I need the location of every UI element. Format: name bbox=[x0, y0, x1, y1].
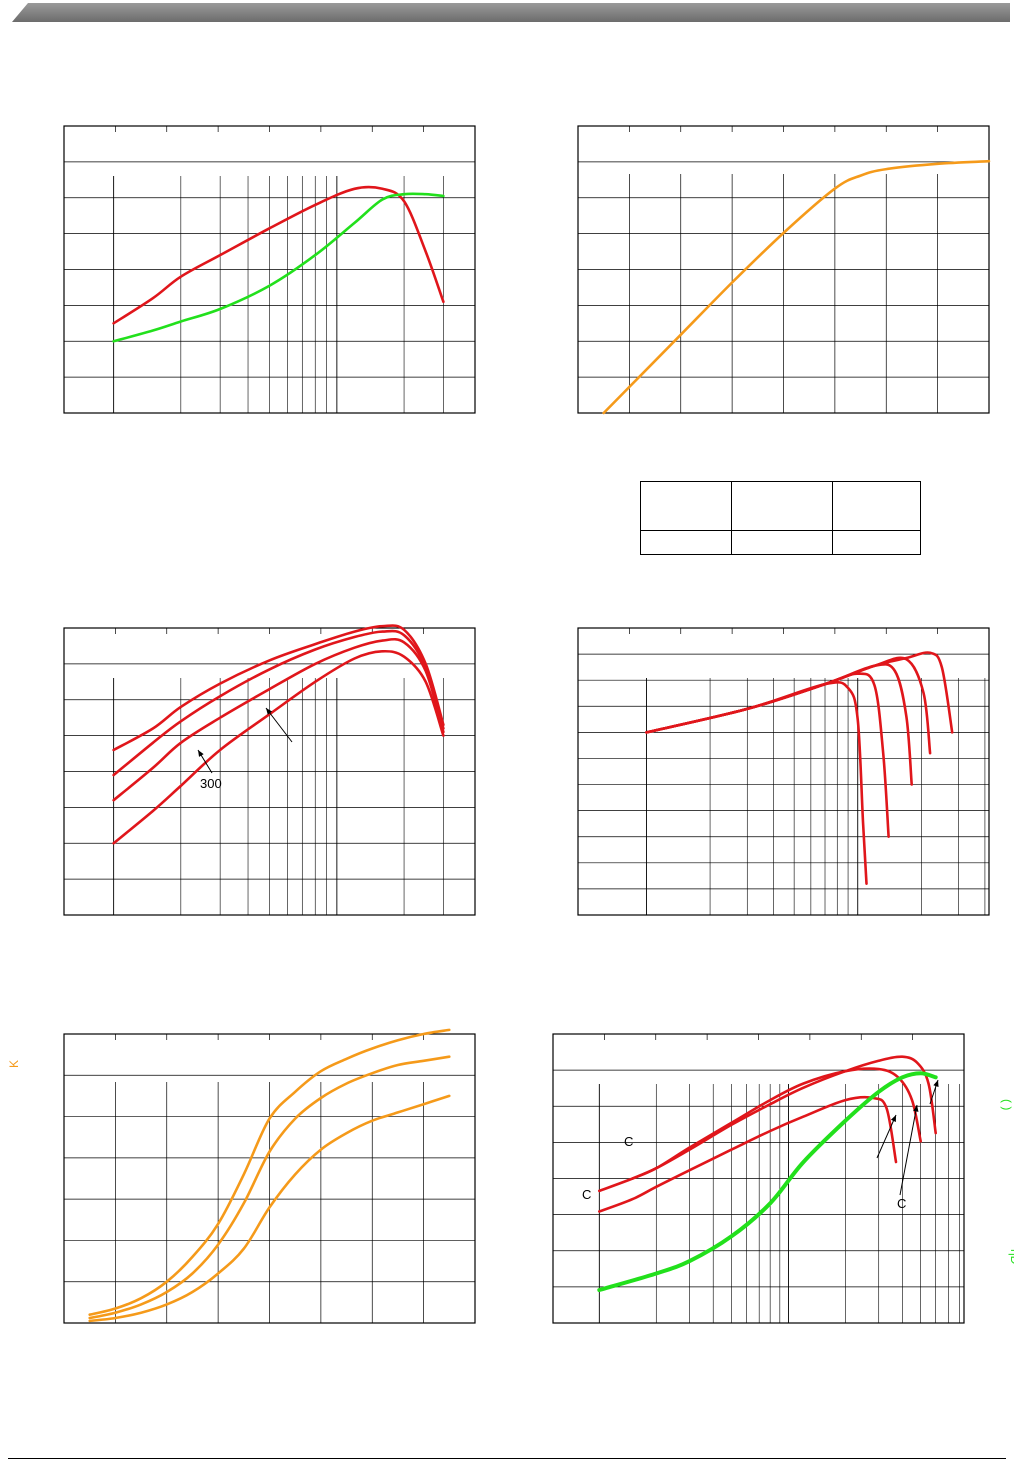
series-line-2 bbox=[645, 672, 890, 838]
table-cell bbox=[832, 481, 921, 531]
chart-panel-1 bbox=[63, 125, 476, 414]
arrow-head bbox=[913, 1105, 919, 1112]
chart-panel-3: 300 bbox=[63, 624, 476, 916]
grid bbox=[578, 628, 989, 915]
grid bbox=[64, 1034, 475, 1323]
annotation-label: C bbox=[624, 1134, 633, 1149]
series-line-3 bbox=[88, 1094, 451, 1323]
series-line-4 bbox=[112, 649, 445, 845]
series-line-1 bbox=[112, 624, 445, 752]
grid bbox=[578, 126, 989, 413]
grid bbox=[64, 126, 475, 413]
table-row bbox=[640, 530, 921, 555]
side-label-k: K bbox=[7, 1060, 21, 1068]
annotation-arrows bbox=[197, 707, 939, 1196]
series-line-2 bbox=[112, 192, 445, 343]
arrow-head bbox=[198, 750, 204, 757]
table-cell bbox=[640, 481, 732, 531]
series-line-2 bbox=[598, 1067, 922, 1193]
series-line-5 bbox=[645, 651, 954, 734]
series-line-2 bbox=[88, 1055, 451, 1320]
table-cell bbox=[731, 481, 833, 531]
arrow-head bbox=[890, 1115, 896, 1122]
table-cell bbox=[731, 530, 833, 555]
arrow-head bbox=[933, 1080, 939, 1087]
info-table bbox=[640, 481, 921, 555]
table-cell bbox=[640, 530, 732, 555]
footer-rule bbox=[8, 1458, 1006, 1459]
series-line-1 bbox=[631, 1055, 937, 1180]
chart-panel-4 bbox=[577, 627, 990, 916]
chart-panel-5 bbox=[63, 1028, 476, 1324]
header-bar-shape bbox=[12, 3, 1010, 22]
series-line-3 bbox=[598, 1095, 898, 1213]
series-line-1 bbox=[88, 1028, 451, 1316]
arrow-head bbox=[266, 708, 273, 715]
arrow-line bbox=[876, 1114, 897, 1159]
annotation-label: C bbox=[897, 1196, 906, 1211]
header-bar bbox=[0, 0, 1014, 24]
series-line-1 bbox=[602, 159, 991, 415]
annotation-label: 300 bbox=[200, 776, 222, 791]
series-line-2 bbox=[112, 629, 445, 777]
series-line-4 bbox=[645, 656, 932, 755]
chart-panel-6: C C C bbox=[552, 1033, 965, 1324]
grid bbox=[64, 628, 475, 915]
annotation-label: C bbox=[582, 1187, 591, 1202]
series-line-4 bbox=[597, 1071, 938, 1292]
side-labels: K ( ) ηD bbox=[7, 1060, 1014, 1265]
chart-panel-2 bbox=[577, 125, 991, 415]
arrow-line bbox=[265, 707, 293, 743]
side-label-paren: ( ) bbox=[1000, 1099, 1014, 1110]
series-line-3 bbox=[112, 637, 445, 802]
side-label-eta: ηD bbox=[1008, 1249, 1014, 1265]
table-row bbox=[640, 481, 921, 531]
plot-frame bbox=[577, 627, 990, 916]
series-line-1 bbox=[645, 680, 868, 885]
series-line-1 bbox=[112, 185, 445, 325]
arrow-line bbox=[899, 1104, 918, 1196]
table-cell bbox=[832, 530, 921, 555]
